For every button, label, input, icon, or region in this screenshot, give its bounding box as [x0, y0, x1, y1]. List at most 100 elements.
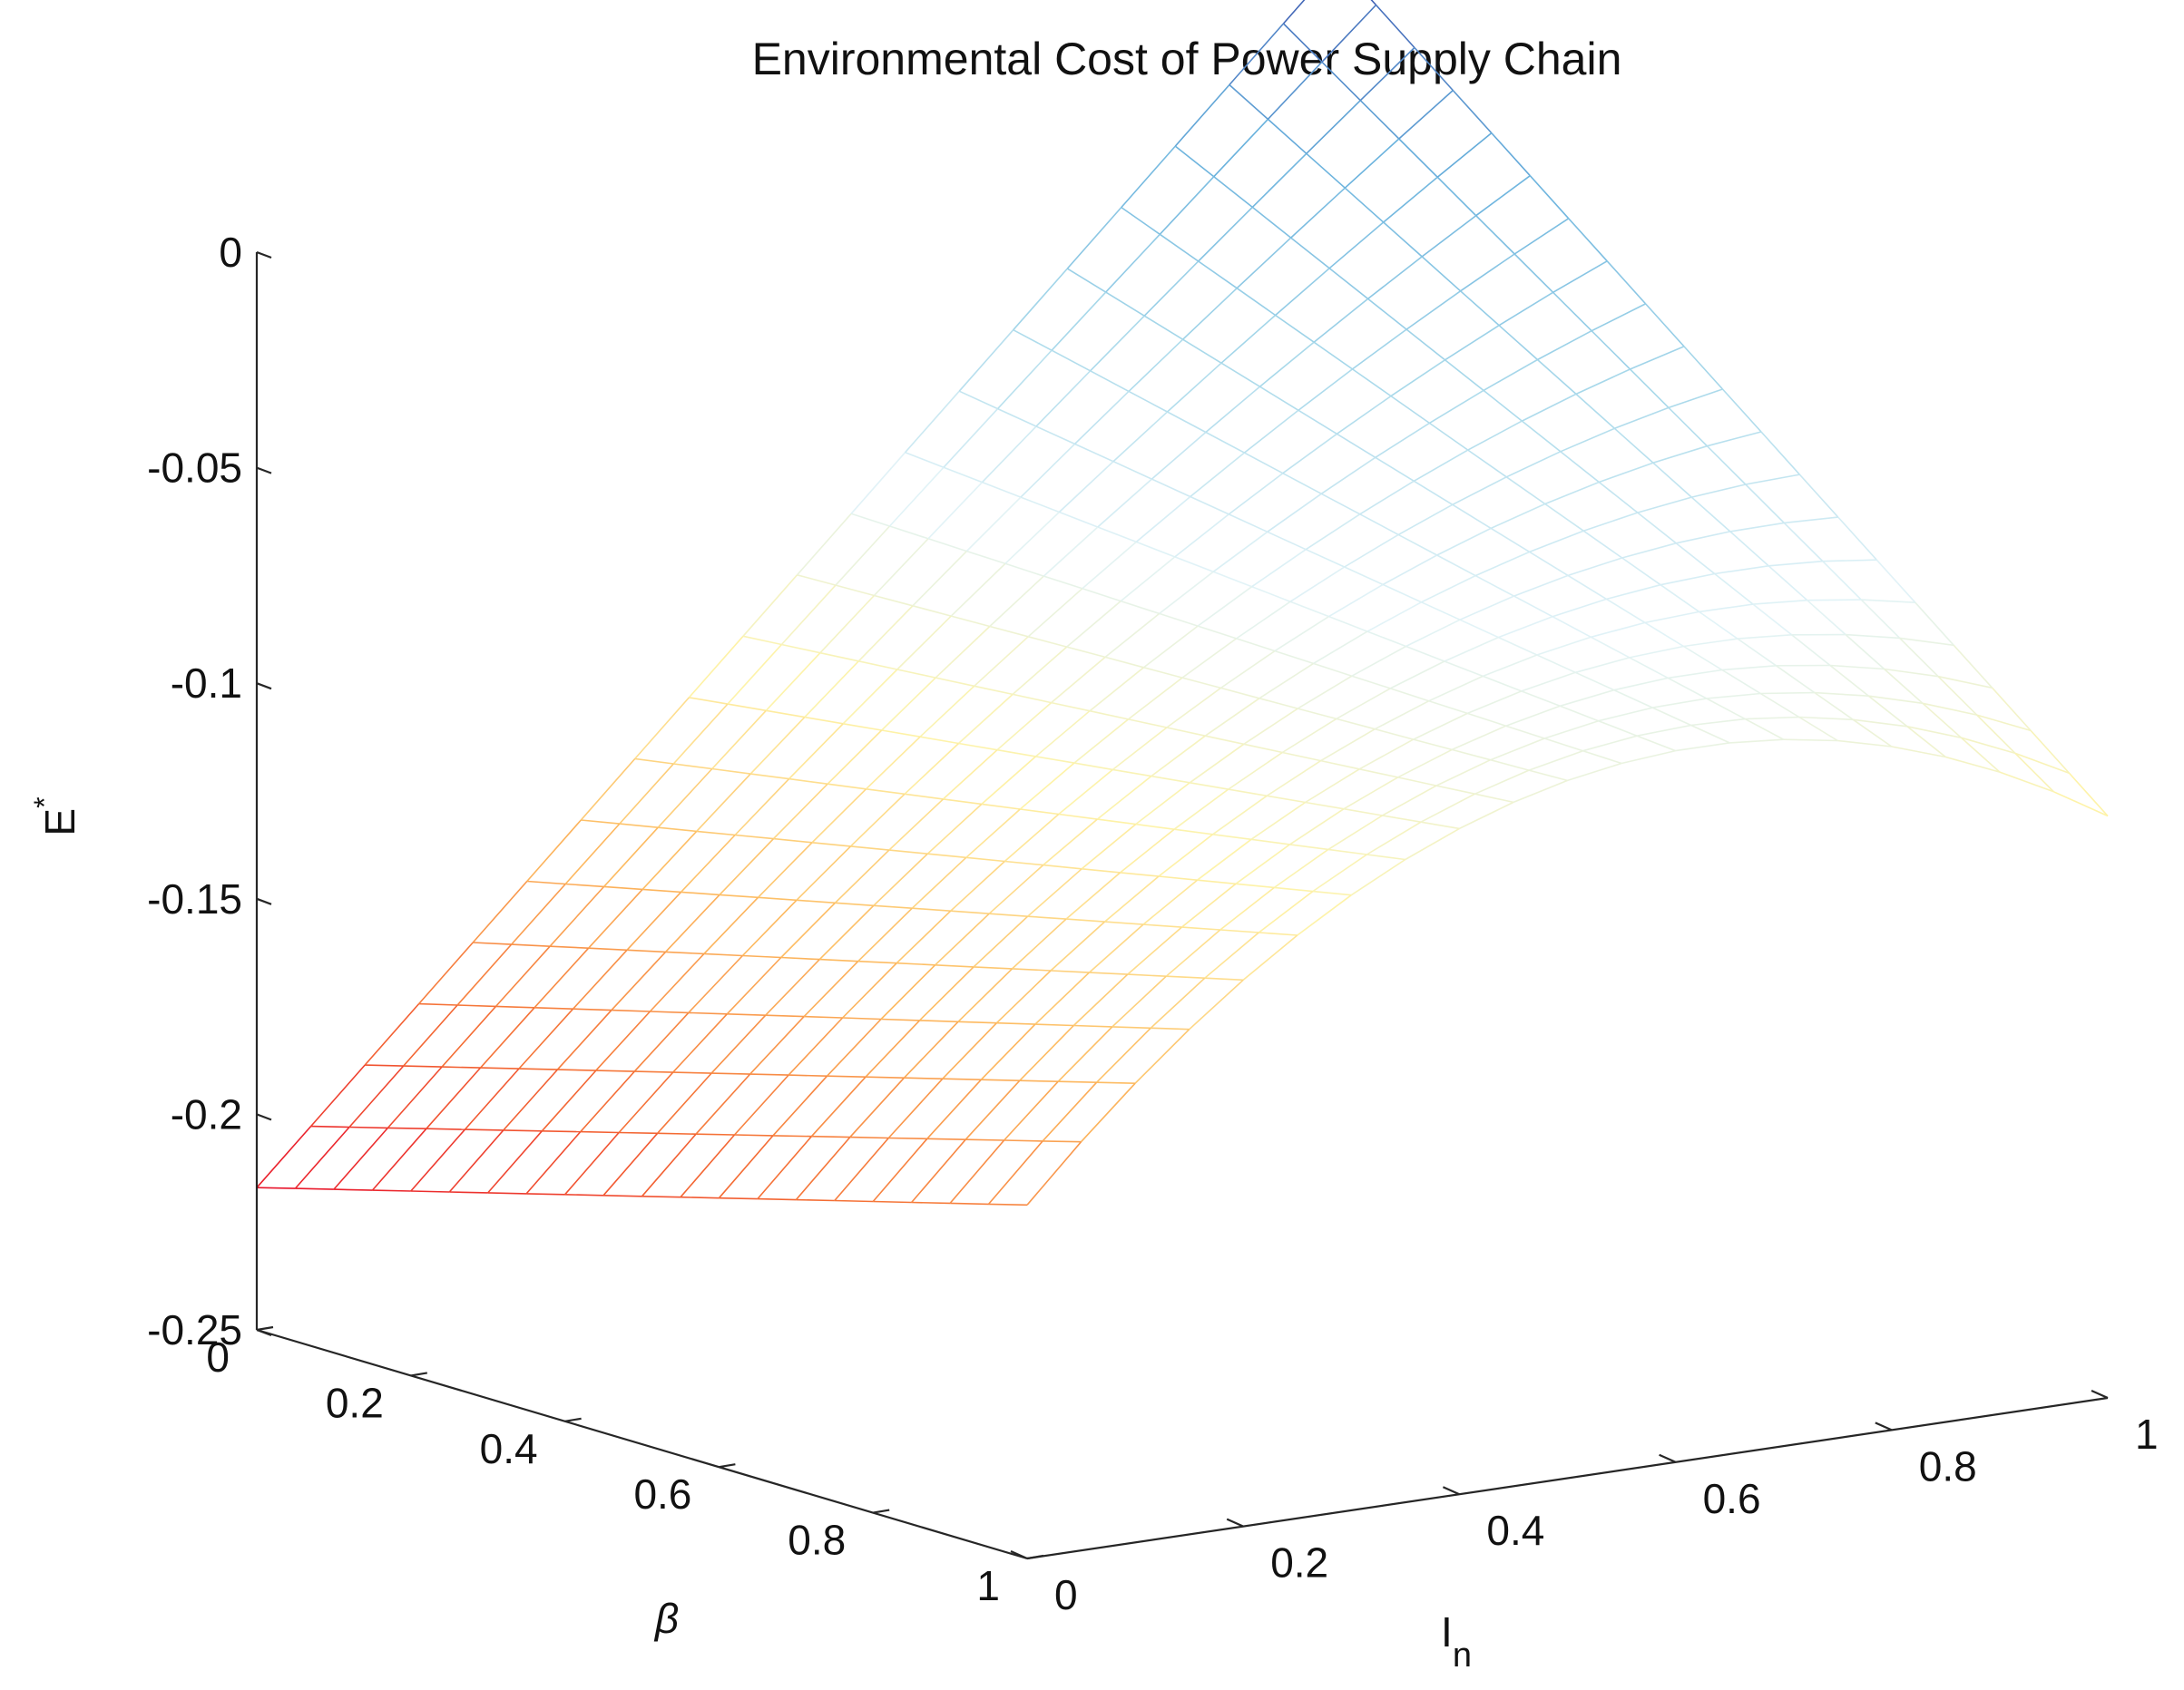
mesh-line-beta — [1159, 176, 1215, 235]
mesh-line-beta — [1151, 735, 1206, 777]
mesh-line-beta — [696, 773, 751, 832]
mesh-line-in — [750, 773, 789, 780]
mesh-line-in — [1251, 585, 1291, 602]
mesh-line-in — [772, 1135, 812, 1138]
beta-tick-mark — [564, 1417, 582, 1422]
mesh-line-in — [1413, 738, 1453, 751]
mesh-line-in — [1159, 233, 1200, 262]
mesh-line-beta — [842, 962, 897, 1019]
mesh-line-beta — [796, 845, 852, 901]
mesh-line-beta — [1937, 675, 1993, 689]
mesh-line-in — [1421, 256, 1462, 292]
mesh-line-beta — [1258, 890, 1314, 933]
mesh-line-in — [982, 481, 1022, 498]
mesh-line-in — [703, 952, 743, 957]
mesh-line-in — [919, 736, 959, 745]
in-tick-mark — [1010, 1549, 1028, 1560]
mesh-line-beta — [1382, 554, 1438, 586]
mesh-line-in — [1027, 636, 1067, 648]
mesh-line-beta — [1359, 46, 1415, 102]
mesh-line-beta — [1351, 645, 1406, 677]
mesh-line-in — [1690, 724, 1730, 744]
mesh-line-in — [749, 1073, 789, 1076]
mesh-line-beta — [1560, 689, 1615, 708]
mesh-line-beta — [1282, 433, 1337, 474]
mesh-line-beta — [1467, 420, 1523, 451]
mesh-line-in — [1213, 176, 1253, 209]
mesh-line-in — [1675, 542, 1716, 575]
mesh-line-beta — [1165, 929, 1221, 977]
mesh-line-beta — [1275, 268, 1330, 317]
mesh-line-beta — [549, 885, 605, 947]
mesh-line-beta — [742, 574, 798, 637]
mesh-line-in — [503, 1129, 543, 1132]
mesh-line-beta — [580, 757, 636, 821]
mesh-line-in — [843, 723, 882, 731]
mesh-line-in — [1451, 748, 1491, 761]
mesh-line-beta — [1020, 443, 1076, 498]
mesh-line-in — [742, 954, 781, 959]
mesh-line-in — [811, 1135, 850, 1138]
mesh-line-in — [542, 1130, 581, 1133]
mesh-line-in — [780, 956, 820, 961]
mesh-line-in — [1089, 972, 1128, 975]
mesh-line-in — [874, 594, 914, 607]
mesh-line-in — [1020, 808, 1059, 816]
mesh-line-beta — [1352, 328, 1407, 370]
mesh-line-in — [634, 1070, 673, 1073]
mesh-line-in — [927, 853, 966, 859]
mesh-line-beta — [1097, 478, 1152, 528]
mesh-line-beta — [1483, 358, 1538, 392]
mesh-line-beta — [1112, 727, 1168, 771]
mesh-line-beta — [1281, 718, 1337, 754]
mesh-line-in — [1190, 495, 1229, 515]
mesh-line-in — [1413, 480, 1454, 505]
mesh-line-in — [827, 1075, 867, 1078]
mesh-line-beta — [1267, 61, 1323, 120]
mesh-line-in — [865, 1076, 905, 1079]
mesh-line-in — [1776, 665, 1816, 694]
mesh-line-in — [256, 1187, 296, 1189]
mesh-line-beta — [1398, 90, 1454, 140]
mesh-line-in — [973, 966, 1013, 970]
mesh-line-beta — [1575, 368, 1631, 396]
mesh-line-in — [1043, 575, 1083, 590]
mesh-line-in — [658, 826, 697, 833]
mesh-line-in — [1667, 677, 1708, 699]
mesh-line-in — [834, 1199, 874, 1203]
mesh-line-in — [1745, 484, 1785, 523]
mesh-line-beta — [1034, 710, 1091, 757]
mesh-line-beta — [1204, 932, 1259, 979]
mesh-line-in — [1127, 973, 1167, 977]
mesh-line-in — [672, 1071, 712, 1074]
mesh-line-in — [441, 1066, 481, 1069]
mesh-line-in — [1312, 890, 1352, 896]
mesh-line-beta — [1320, 456, 1376, 494]
mesh-line-beta — [441, 1005, 497, 1068]
mesh-line-in — [727, 703, 767, 712]
mesh-line-beta — [1336, 395, 1392, 435]
mesh-line-in — [1375, 456, 1415, 482]
mesh-line-beta — [1297, 894, 1352, 936]
mesh-line-beta — [672, 1013, 728, 1073]
mesh-line-in — [1382, 815, 1422, 823]
mesh-line-in — [1498, 636, 1538, 656]
mesh-line-in — [564, 1194, 604, 1197]
mesh-line-in — [1012, 693, 1052, 704]
mesh-line-in — [1953, 644, 1993, 689]
mesh-line-beta — [1229, 23, 1285, 86]
mesh-line-in — [1768, 565, 1808, 601]
mesh-line-beta — [1198, 206, 1253, 262]
mesh-line-beta — [803, 961, 859, 1018]
mesh-line-beta — [1621, 542, 1677, 559]
mesh-line-in — [1173, 828, 1213, 835]
mesh-line-beta — [780, 584, 837, 646]
mesh-line-in — [295, 1187, 334, 1190]
mesh-line-beta — [896, 615, 952, 670]
mesh-line-beta — [1350, 858, 1406, 896]
in-tick-mark — [1875, 1421, 1893, 1431]
mesh-line-in — [1915, 601, 1954, 646]
mesh-line-beta — [1513, 779, 1568, 804]
mesh-line-beta — [1142, 879, 1199, 925]
mesh-line-beta — [1976, 714, 2032, 732]
